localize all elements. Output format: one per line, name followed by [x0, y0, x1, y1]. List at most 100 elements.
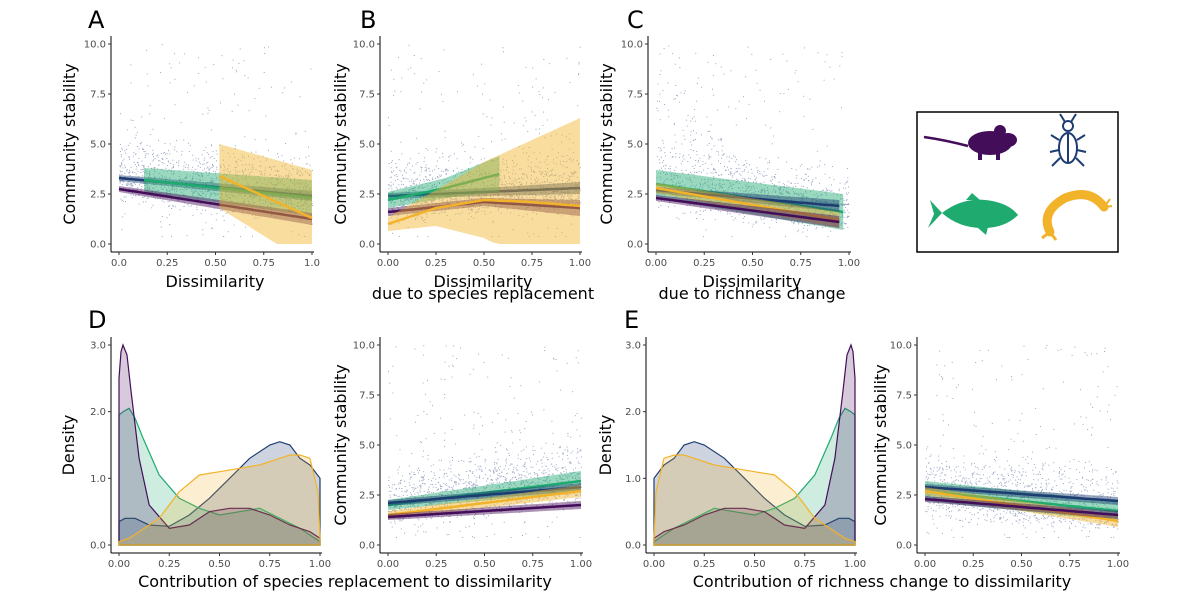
data-point — [431, 203, 433, 205]
data-point — [665, 187, 667, 189]
data-point — [227, 197, 229, 199]
y-tick-label: 1.0 — [90, 474, 106, 485]
data-point — [455, 484, 457, 486]
data-point — [144, 169, 146, 171]
data-point — [771, 191, 773, 193]
data-point — [767, 187, 768, 189]
data-point — [840, 203, 842, 205]
data-point — [402, 184, 404, 186]
data-point — [464, 185, 466, 187]
data-point — [733, 219, 735, 221]
data-point — [394, 175, 396, 177]
data-point — [724, 183, 725, 185]
data-point — [667, 82, 669, 84]
data-point — [848, 186, 849, 188]
data-point — [745, 179, 747, 181]
data-point — [161, 175, 163, 177]
data-point — [223, 219, 225, 221]
data-point — [131, 184, 132, 186]
data-point — [243, 191, 245, 193]
data-point — [223, 159, 224, 161]
data-point — [534, 194, 536, 196]
data-point — [778, 181, 780, 183]
data-point — [225, 183, 227, 185]
data-point — [792, 222, 794, 224]
data-point — [418, 187, 420, 189]
data-point — [189, 175, 191, 177]
data-point — [721, 174, 723, 176]
data-point — [837, 203, 838, 205]
data-point — [211, 156, 213, 157]
data-point — [824, 206, 825, 208]
data-point — [814, 204, 816, 206]
data-point — [295, 213, 297, 214]
data-point — [751, 226, 753, 228]
data-point — [525, 192, 527, 194]
data-point — [199, 190, 201, 192]
data-point — [424, 201, 426, 202]
data-point — [506, 482, 508, 483]
data-point — [513, 184, 515, 186]
data-point — [171, 173, 173, 175]
data-point — [575, 199, 577, 201]
data-point — [690, 157, 691, 159]
data-point — [268, 181, 270, 183]
data-point — [664, 194, 665, 196]
data-point — [800, 193, 802, 195]
data-point — [409, 162, 410, 164]
data-point — [408, 482, 410, 484]
data-point — [574, 172, 575, 174]
data-point — [516, 194, 518, 196]
data-point — [846, 215, 848, 217]
data-point — [171, 198, 172, 200]
data-point — [696, 201, 698, 203]
data-point — [512, 195, 514, 197]
data-point — [305, 198, 307, 200]
data-point — [147, 191, 149, 193]
data-point — [427, 149, 429, 151]
data-point — [252, 194, 254, 196]
data-point — [400, 170, 402, 172]
data-point — [492, 183, 494, 185]
data-point — [564, 193, 566, 195]
data-point — [742, 213, 744, 215]
data-point — [148, 187, 150, 189]
data-point — [408, 189, 410, 191]
data-point — [566, 446, 568, 448]
data-point — [301, 172, 303, 174]
data-point — [182, 178, 184, 180]
data-point — [472, 507, 474, 509]
data-point — [423, 180, 425, 182]
data-point — [239, 48, 241, 50]
data-point — [487, 185, 488, 187]
data-point — [158, 172, 160, 174]
data-point — [759, 89, 761, 91]
data-point — [139, 184, 140, 186]
data-point — [399, 520, 401, 522]
data-point — [844, 223, 846, 225]
x-tick-label: 0.00 — [645, 258, 667, 269]
data-point — [162, 158, 164, 160]
data-point — [492, 188, 493, 190]
data-point — [144, 187, 146, 189]
data-point — [233, 191, 235, 193]
data-point — [442, 152, 443, 154]
data-point — [154, 171, 156, 173]
data-point — [240, 202, 242, 204]
data-point — [509, 196, 511, 198]
data-point — [221, 178, 223, 180]
data-point — [209, 157, 211, 159]
data-point — [184, 187, 186, 189]
data-point — [512, 182, 514, 184]
data-point — [415, 179, 417, 181]
data-point — [308, 208, 310, 210]
data-point — [175, 206, 177, 208]
data-point — [401, 200, 403, 202]
data-point — [398, 222, 400, 224]
data-point — [528, 199, 530, 201]
data-point — [724, 166, 725, 167]
data-point — [468, 171, 470, 173]
data-point — [185, 164, 187, 166]
data-point — [459, 198, 461, 200]
data-point — [194, 169, 196, 171]
